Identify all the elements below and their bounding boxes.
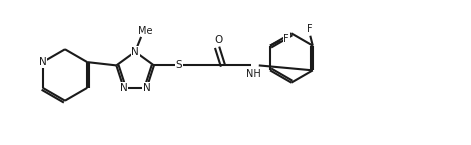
Text: F: F: [284, 34, 289, 44]
Text: N: N: [39, 57, 47, 67]
Text: S: S: [175, 60, 182, 70]
Text: N: N: [120, 83, 127, 93]
Text: Me: Me: [138, 26, 152, 36]
Text: O: O: [214, 35, 222, 45]
Text: F: F: [307, 24, 313, 34]
Text: N: N: [131, 47, 139, 57]
Text: N: N: [143, 83, 151, 93]
Text: NH: NH: [246, 69, 260, 79]
